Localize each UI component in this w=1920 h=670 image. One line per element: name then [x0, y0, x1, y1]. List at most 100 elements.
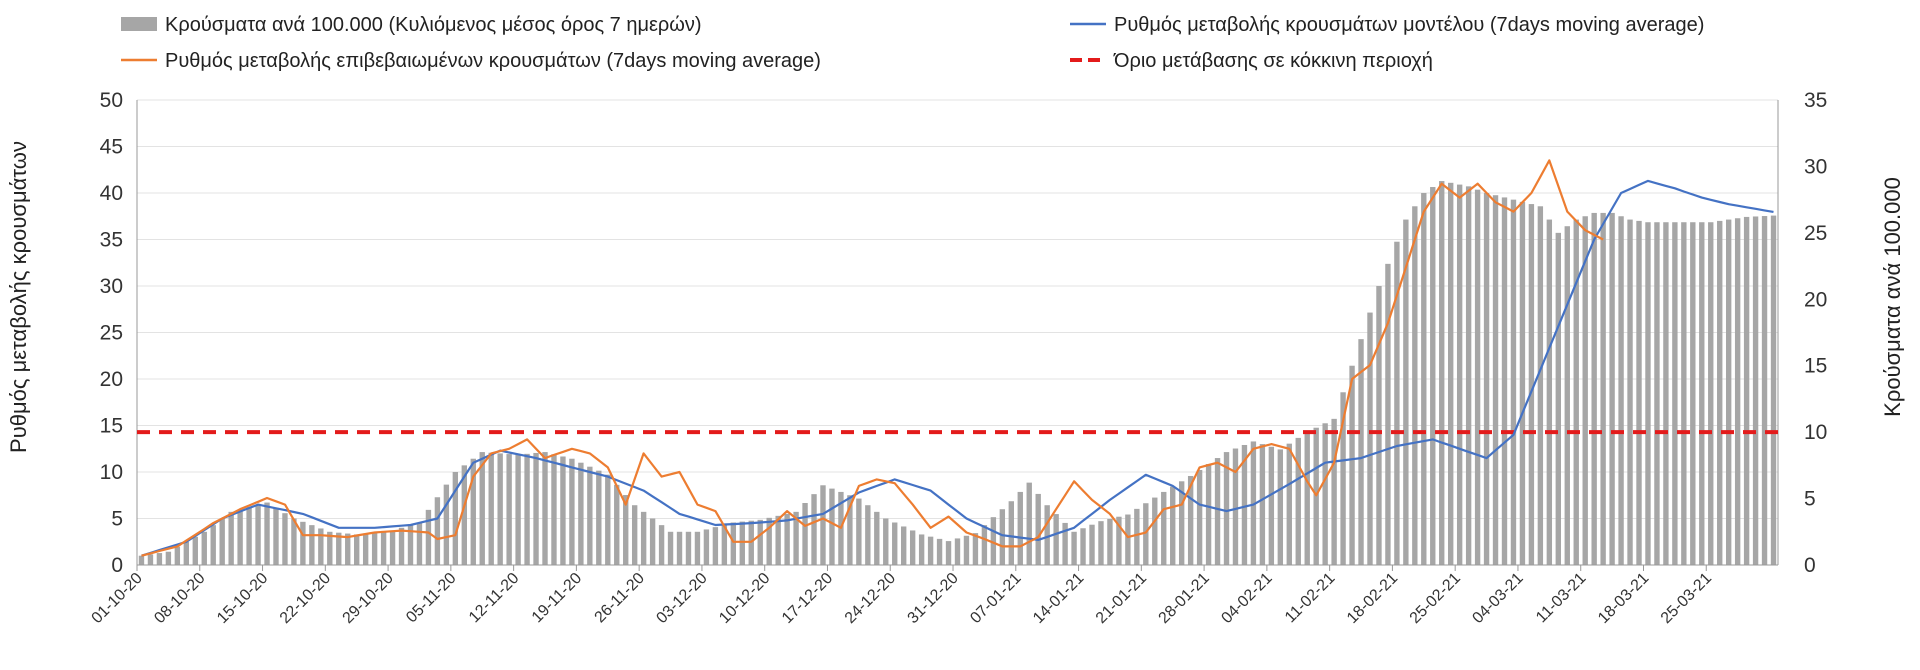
- bar: [605, 474, 611, 565]
- y-right-tick-label: 15: [1804, 355, 1827, 378]
- bar: [901, 526, 907, 565]
- y-left-tick-label: 30: [100, 275, 123, 298]
- bar: [1089, 524, 1095, 565]
- bar: [587, 466, 593, 565]
- y-left-tick-label: 40: [100, 182, 123, 205]
- bar: [533, 452, 539, 565]
- bar: [712, 527, 719, 565]
- bar: [990, 517, 997, 565]
- bar: [1017, 491, 1023, 565]
- y-right-tick-label: 35: [1804, 89, 1827, 112]
- bar: [640, 511, 647, 565]
- bar: [1035, 493, 1041, 565]
- bar: [1295, 437, 1301, 565]
- bar: [703, 529, 710, 565]
- bar: [201, 531, 207, 565]
- bar: [847, 495, 853, 565]
- x-tick-label: 22-10-20: [277, 570, 334, 627]
- gridlines: [137, 99, 1778, 566]
- x-tick-label: 15-10-20: [214, 570, 271, 627]
- bar: [560, 456, 566, 565]
- model-rate-line: [141, 179, 1774, 557]
- x-tick-label: 10-12-20: [716, 570, 773, 627]
- bar: [488, 452, 494, 565]
- bar: [981, 525, 988, 565]
- legend-label: Ρυθμός μεταβολής κρουσμάτων μοντέλου (7d…: [1114, 14, 1704, 36]
- bar: [811, 494, 817, 565]
- bar: [1430, 187, 1436, 565]
- bar: [1448, 182, 1454, 566]
- x-tick-label: 31-12-20: [905, 570, 962, 627]
- bar: [578, 462, 584, 565]
- bar: [1008, 501, 1014, 565]
- confirmed-rate-line: [141, 159, 1604, 557]
- x-tick-label: 05-11-20: [403, 570, 460, 627]
- bar: [1743, 216, 1750, 565]
- bar: [1546, 219, 1553, 566]
- bar: [865, 505, 871, 565]
- bar: [219, 518, 225, 565]
- x-tick-label: 21-01-21: [1093, 570, 1150, 627]
- bar: [596, 470, 602, 565]
- bar: [1071, 531, 1077, 565]
- x-tick-label: 28-01-21: [1156, 570, 1213, 627]
- bar: [1053, 514, 1059, 565]
- bar: [506, 454, 512, 565]
- bar: [1439, 181, 1445, 566]
- x-tick-label: 25-02-21: [1407, 570, 1464, 627]
- bar: [918, 534, 925, 565]
- bar: [1412, 206, 1418, 566]
- bar: [649, 518, 656, 565]
- bar: [1385, 263, 1391, 565]
- bar: [434, 497, 441, 565]
- y-left-tick-label: 50: [100, 89, 123, 112]
- bar: [443, 484, 450, 565]
- x-tick-label: 18-02-21: [1344, 570, 1401, 627]
- bar: [174, 546, 181, 565]
- bar: [676, 531, 683, 565]
- bar: [1717, 220, 1723, 565]
- bar: [1636, 220, 1642, 565]
- y-left-tick-label: 5: [111, 508, 123, 531]
- bar: [1645, 222, 1651, 565]
- bar-series: [138, 181, 1777, 566]
- bar: [1770, 215, 1777, 566]
- bar: [1107, 518, 1113, 565]
- bar: [273, 507, 279, 565]
- x-tick-label: 01-10-20: [89, 570, 146, 627]
- bar: [1214, 458, 1221, 565]
- bar: [416, 522, 423, 565]
- bar: [1600, 212, 1606, 565]
- bar: [730, 522, 737, 565]
- bar: [1456, 184, 1463, 566]
- bar: [371, 532, 378, 565]
- bar: [1609, 212, 1615, 565]
- bar: [1098, 521, 1104, 565]
- bar: [1582, 216, 1588, 565]
- y-axis-right-label: Κρούσματα ανά 100.000: [1880, 177, 1905, 417]
- bar: [892, 522, 898, 565]
- y-left-tick-label: 35: [100, 229, 123, 252]
- bar: [1465, 186, 1472, 565]
- bar: [515, 454, 521, 565]
- bar: [954, 538, 961, 565]
- bar: [1277, 449, 1284, 565]
- x-tick-label: 11-02-21: [1282, 570, 1339, 627]
- bar: [1268, 446, 1275, 565]
- bar: [1340, 392, 1346, 565]
- legend-label: Κρούσματα ανά 100.000 (Κυλιόμενος μέσος …: [165, 14, 702, 36]
- bar: [1125, 514, 1131, 565]
- bar: [1367, 312, 1373, 565]
- bar: [1761, 216, 1768, 565]
- y-right-tick-label: 30: [1804, 155, 1827, 178]
- bar: [1555, 232, 1561, 565]
- bar: [766, 517, 772, 565]
- bar: [721, 524, 728, 565]
- bar: [1564, 226, 1570, 565]
- bar: [497, 453, 503, 565]
- y-axis-left-label: Ρυθμός μεταβολής κρουσμάτων: [6, 141, 31, 453]
- bar: [883, 518, 889, 565]
- bar: [389, 530, 396, 565]
- bar: [282, 513, 288, 565]
- bar: [667, 531, 674, 565]
